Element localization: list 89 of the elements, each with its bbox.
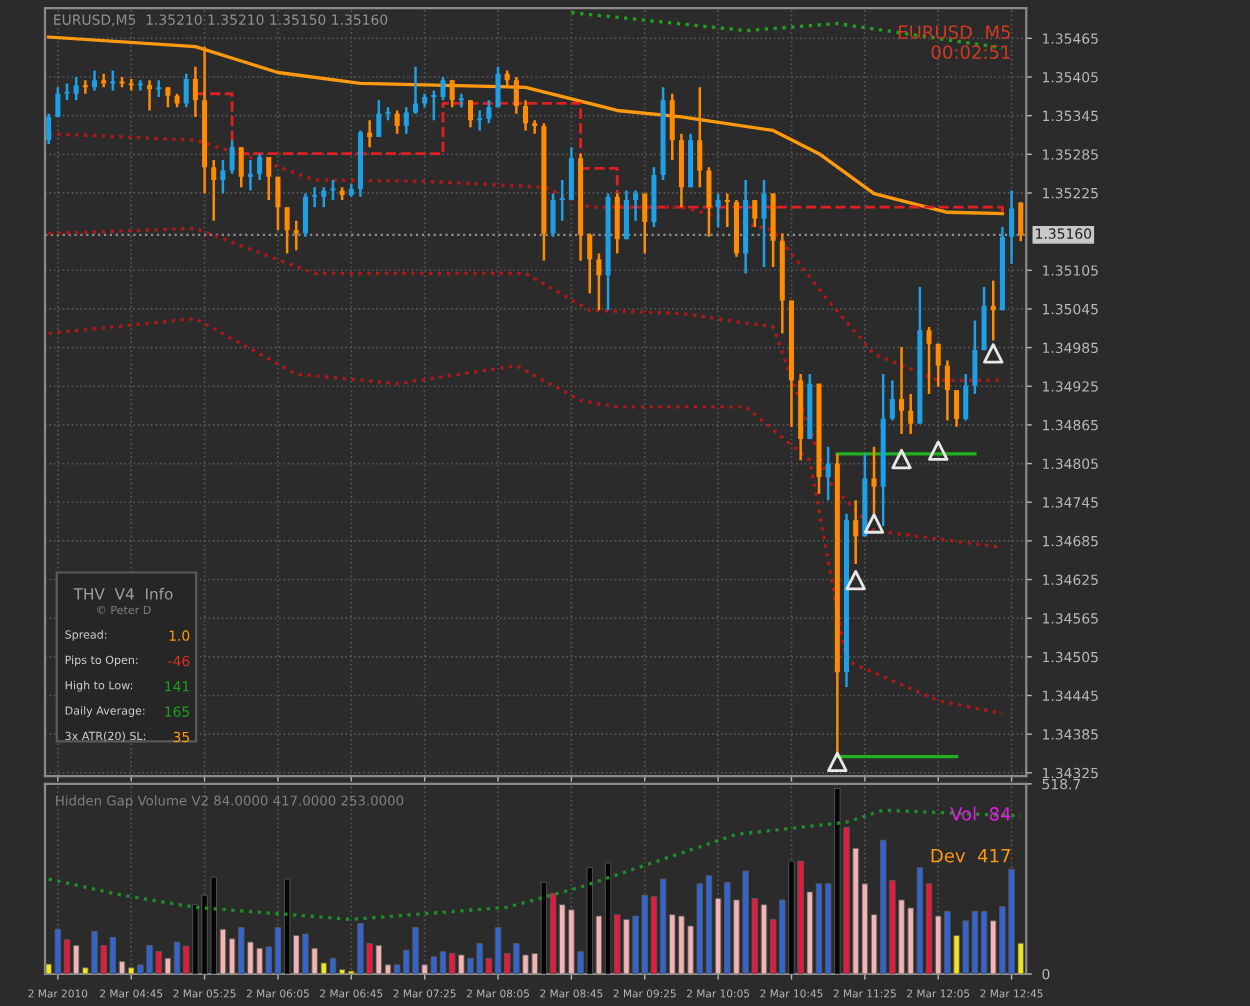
candlestick [486,98,492,125]
candlestick [110,69,116,92]
annotation: 00:02:51 [931,45,1010,59]
candlestick [312,185,318,209]
candlestick [165,86,171,109]
candlestick [156,78,162,99]
candlestick [899,345,905,436]
candlestick [889,379,895,422]
candlestick [302,192,308,239]
candlestick [431,89,437,122]
line-series [47,316,1005,716]
candlestick [192,65,198,119]
candlestick [954,388,960,429]
candlestick [284,205,290,255]
candlestick [495,65,501,109]
candlestick [871,445,877,516]
candlestick [633,189,639,222]
candlestick [321,185,327,209]
candlestick [1018,201,1024,243]
point [845,569,866,591]
candlestick [614,192,620,255]
candlestick [550,192,556,239]
candlestick [944,359,950,422]
candlestick [55,86,61,119]
candlestick [82,78,88,95]
candlestick [935,342,941,389]
candlestick [587,232,593,295]
point [827,751,848,773]
candlestick [238,145,244,189]
candlestick [669,92,675,162]
candlestick [770,192,776,269]
candlestick [981,285,987,352]
candlestick [257,152,263,182]
candlestick [568,145,574,202]
candlestick [706,165,712,239]
candlestick [376,98,382,139]
candlestick [229,138,235,175]
point [891,448,912,470]
candlestick [596,252,602,312]
candlestick [183,72,189,109]
candlestick [623,189,629,241]
candlestick [972,319,978,396]
candlestick [926,325,932,396]
candlestick [532,118,538,135]
annotation: Dev 417 [931,849,1010,863]
candlestick [449,78,455,109]
candlestick [467,98,474,129]
point [983,343,1004,364]
candlestick [559,178,565,222]
candlestick [275,175,281,232]
candlestick [367,118,373,149]
candlestick [523,98,529,132]
candlestick [394,109,400,135]
candlestick [412,65,419,115]
candlestick [697,86,703,189]
candlestick [137,78,143,92]
candlestick [293,219,299,252]
candlestick [403,106,409,135]
candlestick [724,192,730,229]
line-series [47,808,1023,922]
candlestick [963,372,969,422]
candlestick [715,192,721,229]
annotation: EURUSD M5 [899,25,1010,39]
candlestick [92,69,98,92]
candlestick [73,75,79,102]
candlestick [220,158,226,195]
candlestick [147,78,153,112]
candlestick [752,198,758,229]
candlestick [688,132,694,189]
candlestick [908,392,914,436]
candlestick [761,178,767,269]
candlestick [642,192,648,255]
point [863,513,885,534]
candlestick [1009,189,1015,266]
candlestick [825,445,831,502]
candlestick [266,155,272,202]
candlestick [477,109,483,132]
annotation: Vol 84 [950,806,1011,821]
candlestick [651,165,657,229]
candlestick [513,75,519,115]
candlestick [440,75,446,102]
candlestick [46,112,52,146]
candlestick [211,158,217,222]
candlestick [678,132,684,209]
candlestick [330,178,336,202]
candlestick [458,92,464,109]
candlestick [247,158,253,192]
point [928,440,949,461]
candlestick [853,499,859,566]
